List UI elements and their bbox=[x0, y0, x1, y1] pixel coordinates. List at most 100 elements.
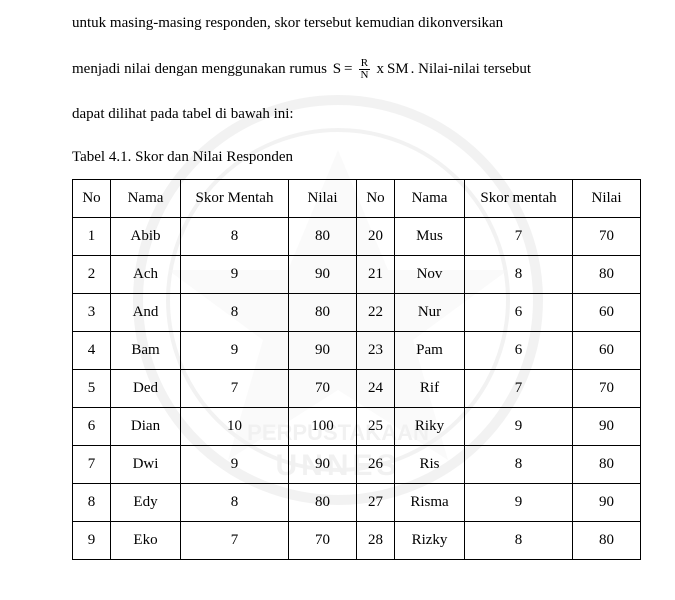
paragraph-line-1: untuk masing-masing responden, skor ters… bbox=[72, 8, 627, 40]
td-no-a: 5 bbox=[73, 369, 111, 407]
td-no-a: 1 bbox=[73, 217, 111, 255]
td-nilai-a: 80 bbox=[289, 217, 357, 255]
td-skor-b: 7 bbox=[465, 369, 573, 407]
td-nama-a: Ded bbox=[111, 369, 181, 407]
th-nama-a: Nama bbox=[111, 179, 181, 217]
td-skor-a: 8 bbox=[181, 483, 289, 521]
th-skor-a: Skor Mentah bbox=[181, 179, 289, 217]
td-skor-b: 8 bbox=[465, 521, 573, 559]
td-no-b: 27 bbox=[357, 483, 395, 521]
td-no-a: 2 bbox=[73, 255, 111, 293]
td-skor-b: 9 bbox=[465, 407, 573, 445]
th-skor-b: Skor mentah bbox=[465, 179, 573, 217]
td-nama-b: Risma bbox=[395, 483, 465, 521]
td-nilai-a: 80 bbox=[289, 483, 357, 521]
td-nilai-a: 90 bbox=[289, 331, 357, 369]
td-skor-a: 9 bbox=[181, 331, 289, 369]
td-skor-a: 8 bbox=[181, 217, 289, 255]
td-nama-b: Mus bbox=[395, 217, 465, 255]
formula-s: S bbox=[333, 54, 341, 86]
td-no-a: 4 bbox=[73, 331, 111, 369]
td-no-b: 21 bbox=[357, 255, 395, 293]
td-nama-a: Dwi bbox=[111, 445, 181, 483]
td-nama-b: Riky bbox=[395, 407, 465, 445]
td-skor-a: 8 bbox=[181, 293, 289, 331]
td-nilai-b: 70 bbox=[573, 369, 641, 407]
td-nilai-b: 60 bbox=[573, 331, 641, 369]
formula-r: R bbox=[359, 58, 370, 70]
td-no-a: 9 bbox=[73, 521, 111, 559]
td-skor-b: 9 bbox=[465, 483, 573, 521]
td-skor-b: 6 bbox=[465, 293, 573, 331]
td-nama-b: Ris bbox=[395, 445, 465, 483]
td-nama-a: Bam bbox=[111, 331, 181, 369]
td-no-b: 24 bbox=[357, 369, 395, 407]
table-row: 5Ded77024Rif770 bbox=[73, 369, 641, 407]
td-nilai-a: 90 bbox=[289, 255, 357, 293]
td-skor-a: 10 bbox=[181, 407, 289, 445]
td-nama-a: And bbox=[111, 293, 181, 331]
td-no-b: 23 bbox=[357, 331, 395, 369]
formula-sm: SM bbox=[387, 54, 409, 86]
td-no-b: 26 bbox=[357, 445, 395, 483]
td-nama-b: Nov bbox=[395, 255, 465, 293]
td-nilai-a: 90 bbox=[289, 445, 357, 483]
formula-x: x bbox=[376, 54, 384, 86]
td-skor-b: 7 bbox=[465, 217, 573, 255]
td-nilai-b: 90 bbox=[573, 407, 641, 445]
td-no-a: 8 bbox=[73, 483, 111, 521]
td-skor-a: 7 bbox=[181, 369, 289, 407]
table-row: 9Eko77028Rizky880 bbox=[73, 521, 641, 559]
td-nilai-b: 80 bbox=[573, 255, 641, 293]
formula: S = R N x SM bbox=[333, 54, 409, 86]
td-no-b: 22 bbox=[357, 293, 395, 331]
table-row: 8Edy88027Risma990 bbox=[73, 483, 641, 521]
td-no-b: 25 bbox=[357, 407, 395, 445]
td-skor-a: 7 bbox=[181, 521, 289, 559]
td-skor-b: 8 bbox=[465, 445, 573, 483]
formula-eq: = bbox=[344, 54, 352, 86]
td-nilai-b: 80 bbox=[573, 445, 641, 483]
table-row: 6Dian1010025Riky990 bbox=[73, 407, 641, 445]
td-nama-a: Ach bbox=[111, 255, 181, 293]
th-no-b: No bbox=[357, 179, 395, 217]
td-nama-b: Rizky bbox=[395, 521, 465, 559]
td-nama-b: Nur bbox=[395, 293, 465, 331]
td-nilai-b: 60 bbox=[573, 293, 641, 331]
table-header-row: No Nama Skor Mentah Nilai No Nama Skor m… bbox=[73, 179, 641, 217]
td-no-b: 28 bbox=[357, 521, 395, 559]
table-caption: Tabel 4.1. Skor dan Nilai Responden bbox=[72, 145, 627, 169]
td-nilai-a: 100 bbox=[289, 407, 357, 445]
td-nama-b: Rif bbox=[395, 369, 465, 407]
td-nama-a: Eko bbox=[111, 521, 181, 559]
td-nilai-a: 80 bbox=[289, 293, 357, 331]
td-nama-a: Edy bbox=[111, 483, 181, 521]
table-row: 2Ach99021Nov880 bbox=[73, 255, 641, 293]
th-nilai-a: Nilai bbox=[289, 179, 357, 217]
td-nilai-b: 70 bbox=[573, 217, 641, 255]
formula-fraction: R N bbox=[359, 58, 371, 81]
td-skor-b: 6 bbox=[465, 331, 573, 369]
paragraph-line-3: dapat dilihat pada tabel di bawah ini: bbox=[72, 99, 627, 131]
td-nilai-a: 70 bbox=[289, 369, 357, 407]
td-nama-a: Dian bbox=[111, 407, 181, 445]
td-no-a: 7 bbox=[73, 445, 111, 483]
td-skor-b: 8 bbox=[465, 255, 573, 293]
th-no-a: No bbox=[73, 179, 111, 217]
formula-n: N bbox=[359, 70, 371, 81]
td-nilai-a: 70 bbox=[289, 521, 357, 559]
score-table: No Nama Skor Mentah Nilai No Nama Skor m… bbox=[72, 179, 641, 560]
td-skor-a: 9 bbox=[181, 255, 289, 293]
td-no-b: 20 bbox=[357, 217, 395, 255]
td-no-a: 6 bbox=[73, 407, 111, 445]
paragraph-line-2: menjadi nilai dengan menggunakan rumus S… bbox=[72, 54, 627, 86]
td-nama-a: Abib bbox=[111, 217, 181, 255]
paragraph-line-2b: . Nilai-nilai tersebut bbox=[411, 61, 531, 77]
td-nilai-b: 90 bbox=[573, 483, 641, 521]
td-nama-b: Pam bbox=[395, 331, 465, 369]
td-nilai-b: 80 bbox=[573, 521, 641, 559]
td-no-a: 3 bbox=[73, 293, 111, 331]
table-row: 1Abib88020Mus770 bbox=[73, 217, 641, 255]
table-row: 7Dwi99026Ris880 bbox=[73, 445, 641, 483]
th-nama-b: Nama bbox=[395, 179, 465, 217]
